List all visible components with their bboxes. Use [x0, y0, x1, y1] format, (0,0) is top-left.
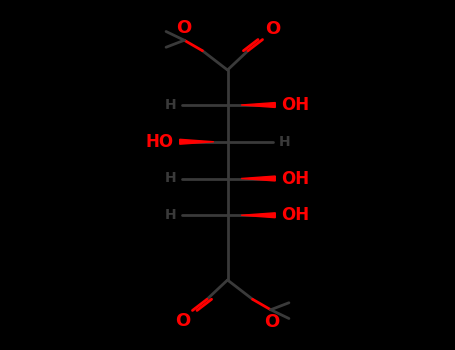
Text: H: H	[165, 98, 177, 112]
Polygon shape	[241, 176, 275, 181]
Text: O: O	[176, 20, 191, 37]
Text: H: H	[278, 135, 290, 149]
Text: H: H	[165, 172, 177, 186]
Polygon shape	[180, 139, 214, 144]
Text: H: H	[165, 208, 177, 222]
Polygon shape	[241, 213, 275, 218]
Text: O: O	[264, 313, 279, 330]
Text: HO: HO	[146, 133, 174, 151]
Text: OH: OH	[281, 96, 309, 114]
Text: OH: OH	[281, 169, 309, 188]
Text: OH: OH	[281, 206, 309, 224]
Polygon shape	[241, 103, 275, 107]
Text: O: O	[265, 20, 280, 38]
Text: O: O	[175, 312, 190, 330]
